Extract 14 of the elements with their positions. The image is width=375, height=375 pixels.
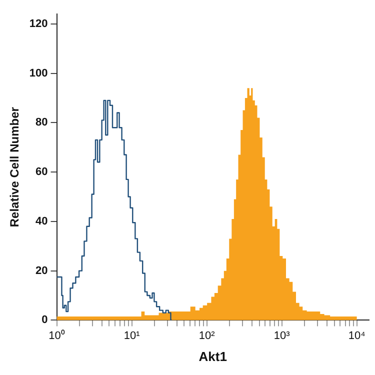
x-tick-label: 10² [198,330,216,342]
y-tick-label: 0 [42,314,48,326]
x-tick-label: 10⁴ [348,330,366,342]
x-axis-title: Akt1 [198,348,227,364]
y-tick-label: 40 [36,215,48,228]
x-tick-label: 10⁰ [48,328,65,342]
y-axis-title: Relative Cell Number [8,106,22,228]
x-tick-label: 10¹ [124,330,140,342]
x-tick-label: 10³ [274,330,290,342]
y-tick-label: 80 [36,116,48,129]
y-tick-label: 100 [29,67,48,80]
y-tick-label: 60 [36,166,48,178]
y-tick-label: 20 [36,264,48,277]
y-tick-label: 120 [29,18,48,30]
